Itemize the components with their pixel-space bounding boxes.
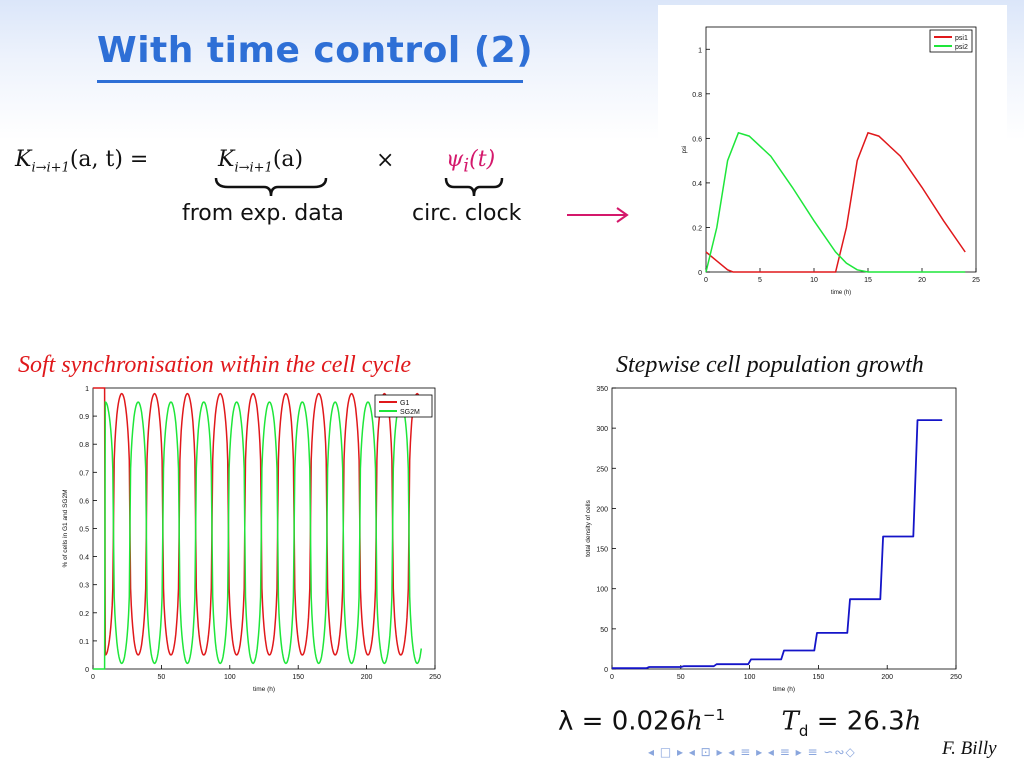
y-axis-label: psi xyxy=(682,146,688,154)
slide-title: With time control (2) xyxy=(97,30,534,71)
x-tick-label: 0 xyxy=(91,674,95,681)
lambda-value: λ = 0.026 xyxy=(558,706,687,737)
y-tick-label: 0.2 xyxy=(79,611,89,618)
x-tick-label: 100 xyxy=(744,674,756,681)
series-line-density xyxy=(612,419,943,670)
y-tick-label: 300 xyxy=(596,426,608,433)
plot-frame xyxy=(611,387,957,670)
y-tick-label: 0.6 xyxy=(692,136,702,143)
growth-chart-panel: 0 50 100 150 200 250 0 50 100 150 200 250 300 350 time… xyxy=(578,380,968,700)
caption-soft-synchronisation: Soft synchronisation within the cell cyc… xyxy=(18,352,412,378)
x-axis-label: time (h) xyxy=(773,686,795,693)
kernel-args: (a) xyxy=(272,147,304,172)
y-tick-label: 100 xyxy=(596,587,608,594)
x-tick-label: 50 xyxy=(677,674,685,681)
series-line-G1 xyxy=(93,387,423,657)
doubling-time-symbol: T xyxy=(781,706,799,737)
y-tick-label: 0.4 xyxy=(692,181,702,188)
doubling-time-value: = 26.3 xyxy=(816,706,905,737)
y-tick-label: 0.6 xyxy=(79,498,89,505)
sync-chart: 0 50 100 150 200 250 0 0.1 0.2 0.3 0.4 0.5 0.6 0.7 0.8… xyxy=(62,386,441,693)
growth-chart: 0 50 100 150 200 250 0 50 100 150 200 250 300 350 time… xyxy=(585,386,962,693)
series-line-psi1 xyxy=(705,131,966,273)
equation-lhs-args: (a, t) = xyxy=(69,147,149,172)
x-tick-label: 5 xyxy=(758,277,762,284)
y-tick-label: 0 xyxy=(85,667,89,674)
title-underline xyxy=(97,80,523,83)
x-tick-label: 25 xyxy=(972,277,980,284)
legend-label: G1 xyxy=(400,400,409,407)
x-tick-label: 10 xyxy=(810,277,818,284)
y-tick-label: 1 xyxy=(698,47,702,54)
y-tick-label: 0.1 xyxy=(79,639,89,646)
x-tick-label: 150 xyxy=(813,674,825,681)
x-tick-label: 100 xyxy=(224,674,236,681)
series-line-psi2 xyxy=(705,131,966,273)
y-tick-label: 0.8 xyxy=(692,92,702,99)
x-tick-label: 0 xyxy=(704,277,708,284)
y-tick-label: 0.9 xyxy=(79,414,89,421)
equation-lhs-symbol: K xyxy=(15,147,32,172)
plot-frame xyxy=(705,26,977,273)
underbrace-left xyxy=(214,177,328,197)
y-tick-label: 0.4 xyxy=(79,555,89,562)
y-tick-label: 0 xyxy=(604,667,608,674)
y-tick-label: 50 xyxy=(600,627,608,634)
lambda-exponent: −1 xyxy=(702,706,726,724)
equation-term-psi: ψi(t) xyxy=(446,147,495,176)
y-axis-label: % of cells in G1 and SG2M xyxy=(62,489,69,567)
right-arrow-icon xyxy=(567,207,629,223)
psi-subscript: i xyxy=(463,155,470,177)
x-tick-label: 50 xyxy=(158,674,166,681)
times-sign: × xyxy=(376,148,395,173)
author-name: F. Billy xyxy=(942,738,997,759)
sync-chart-panel: 0 50 100 150 200 250 0 0.1 0.2 0.3 0.4 0.5 0.6 0.7 0.8… xyxy=(55,380,450,700)
y-tick-label: 200 xyxy=(596,506,608,513)
y-tick-label: 0 xyxy=(698,270,702,277)
y-tick-label: 1 xyxy=(85,386,89,393)
x-tick-label: 250 xyxy=(429,674,441,681)
x-tick-label: 250 xyxy=(950,674,962,681)
y-tick-label: 0.8 xyxy=(79,442,89,449)
y-tick-label: 0.3 xyxy=(79,583,89,590)
y-tick-label: 350 xyxy=(596,386,608,393)
doubling-time-unit: h xyxy=(904,706,922,737)
beamer-navigation[interactable]: ◂ □ ▸ ◂ ⊡ ▸ ◂ ≡ ▸ ◂ ≡ ▸ ≡ ∽∾◇ xyxy=(648,745,856,759)
label-circ-clock: circ. clock xyxy=(412,201,522,226)
equation-lhs-subscript: i→i+1 xyxy=(31,160,70,176)
label-from-exp-data: from exp. data xyxy=(182,201,344,226)
x-tick-label: 200 xyxy=(361,674,373,681)
x-tick-label: 150 xyxy=(292,674,304,681)
y-tick-label: 0.5 xyxy=(79,527,89,534)
psi-chart: 0 5 10 15 20 25 0 0.2 0.4 0.6 0.8 1 time (h) psi psi1 p… xyxy=(682,26,980,296)
underbrace-right xyxy=(444,177,504,197)
legend-label: SG2M xyxy=(400,409,420,416)
psi-chart-panel: 0 5 10 15 20 25 0 0.2 0.4 0.6 0.8 1 time (h) psi psi1 p… xyxy=(658,5,1007,311)
caption-stepwise-growth: Stepwise cell population growth xyxy=(616,352,924,378)
y-tick-label: 150 xyxy=(596,547,608,554)
kernel-subscript: i→i+1 xyxy=(234,160,273,176)
growth-rate-formula: λ = 0.026h−1 Td = 26.3h xyxy=(558,706,921,740)
x-axis-label: time (h) xyxy=(253,686,275,693)
psi-symbol: ψ xyxy=(446,147,464,172)
y-tick-label: 250 xyxy=(596,466,608,473)
y-tick-label: 0.7 xyxy=(79,470,89,477)
y-axis-label: total density of cells xyxy=(585,499,592,556)
x-axis-label: time (h) xyxy=(831,290,851,296)
lambda-unit: h xyxy=(686,706,703,737)
series-line-SG2M xyxy=(93,400,423,670)
doubling-time-subscript: d xyxy=(798,721,809,740)
kernel-symbol: K xyxy=(218,147,235,172)
psi-args: (t) xyxy=(469,147,496,172)
x-tick-label: 20 xyxy=(918,277,926,284)
legend-label: psi2 xyxy=(955,44,968,51)
equation-term-kernel: Ki→i+1(a) xyxy=(218,147,303,175)
equation-lhs: Ki→i+1(a, t) = xyxy=(15,147,148,175)
x-tick-label: 0 xyxy=(610,674,614,681)
x-tick-label: 15 xyxy=(864,277,872,284)
legend-label: psi1 xyxy=(955,35,968,42)
x-tick-label: 200 xyxy=(881,674,893,681)
y-tick-label: 0.2 xyxy=(692,225,702,232)
